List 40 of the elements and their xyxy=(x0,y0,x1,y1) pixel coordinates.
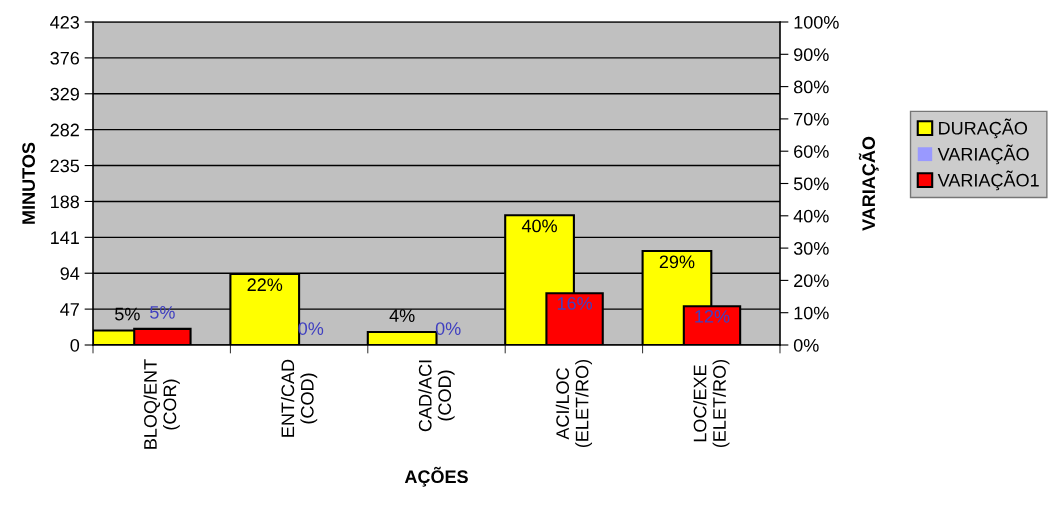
data-label: 0% xyxy=(435,322,461,335)
x-tick-label: LOC/EXE (ELET/RO) xyxy=(693,360,730,448)
y-tick-label: 188 xyxy=(51,195,80,209)
x-tick-label: ACI/LOC (ELET/RO) xyxy=(555,360,593,448)
y2-tick-label: 20% xyxy=(794,274,829,288)
y-tick-label: 47 xyxy=(60,303,79,316)
y2-tick-label: 90% xyxy=(794,48,829,62)
y2-tick-label: 50% xyxy=(793,177,829,191)
y2-tick-label: 40% xyxy=(793,209,829,223)
legend-label: VARIAÇÃO1 xyxy=(937,170,1039,191)
y-tick-label: 94 xyxy=(60,267,80,280)
y2-tick-label: 80% xyxy=(793,80,829,94)
y2-tick-label: 30% xyxy=(793,242,829,255)
y-tick-label: 141 xyxy=(51,231,79,244)
x-axis-title: AÇÕES xyxy=(404,466,468,487)
annotation: 40% xyxy=(521,219,557,233)
y-tick-label: 282 xyxy=(50,123,79,137)
x-tick-label: BLOQ/ENT (COR) xyxy=(143,359,180,449)
annotation: 5% xyxy=(115,307,140,321)
x-tick-label: ENT/CAD (COD) xyxy=(280,359,318,437)
y2-tick-label: 70% xyxy=(794,112,829,126)
y-axis-title: MINUTOS xyxy=(22,142,35,224)
y-tick-label: 235 xyxy=(50,159,80,173)
data-label: 16% xyxy=(557,297,593,310)
y2-axis-title: VARIAÇÃO xyxy=(858,136,879,231)
y-tick-label: 376 xyxy=(50,51,80,65)
annotation: 29% xyxy=(659,255,695,269)
y2-tick-label: 0% xyxy=(793,338,819,352)
y-tick-label: 329 xyxy=(50,87,79,101)
y-tick-label: 423 xyxy=(50,15,80,29)
annotation: 4% xyxy=(389,309,415,322)
y2-tick-label: 100% xyxy=(794,15,839,29)
x-tick-label: CAD/ACI (COD) xyxy=(418,360,455,432)
data-label: 12% xyxy=(695,309,730,323)
y2-tick-label: 10% xyxy=(794,306,829,320)
y2-tick-label: 60% xyxy=(794,145,829,158)
y-tick-label: 0 xyxy=(70,338,80,352)
legend-label: VARIAÇÃO xyxy=(937,144,1029,165)
annotation: 22% xyxy=(247,278,283,292)
legend-label: DURAÇÃO xyxy=(939,118,1028,139)
